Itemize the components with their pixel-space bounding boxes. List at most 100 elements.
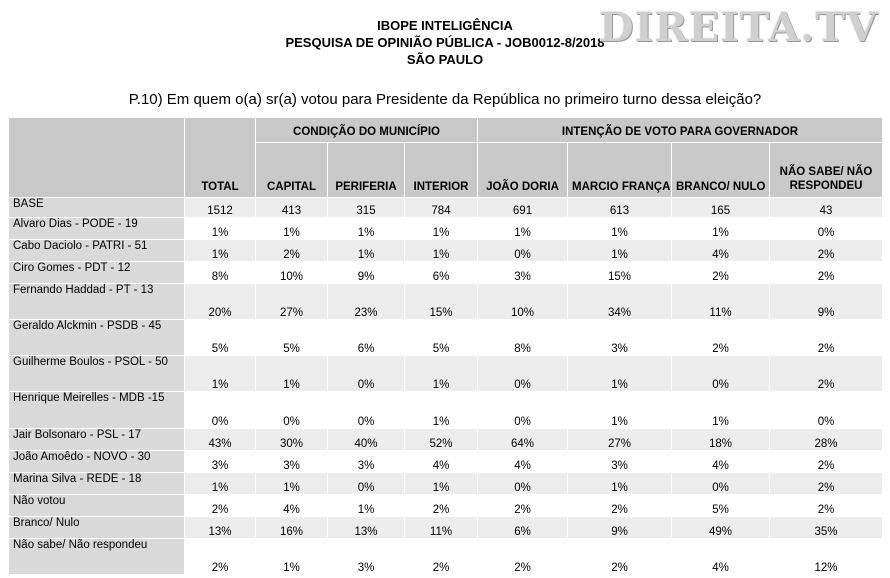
table-cell: 1%	[255, 217, 328, 240]
table-cell: 1%	[404, 391, 478, 429]
col-header-nao-sabe: NÃO SABE/ NÃO RESPONDEU	[768, 142, 884, 198]
table-cell: 43	[768, 197, 884, 218]
table-cell: 2%	[768, 355, 884, 392]
table-cell: 0%	[768, 217, 884, 240]
table-cell: 10%	[477, 283, 568, 320]
table-cell: 1%	[404, 472, 478, 495]
row-label: Jair Bolsonaro - PSL - 17	[8, 428, 185, 451]
table-cell: 0%	[477, 391, 568, 429]
table-cell: 1%	[184, 217, 256, 240]
corner-cell	[8, 117, 185, 198]
table-cell: 2%	[477, 538, 568, 575]
table-cell: 0%	[671, 355, 770, 392]
table-row: BASE 1512 413 315 784 691 613 165 43	[8, 197, 884, 218]
table-cell: 1%	[327, 217, 405, 240]
table-row: Ciro Gomes - PDT - 12 8% 10% 9% 6% 3% 15% 2% 2%	[8, 261, 884, 284]
header-org: IBOPE INTELIGÊNCIA	[377, 18, 513, 33]
table-cell: 2%	[184, 538, 256, 575]
table-cell: 1%	[327, 239, 405, 262]
table-cell: 2%	[255, 239, 328, 262]
table-cell: 0%	[671, 472, 770, 495]
table-row: Branco/ Nulo 13% 16% 13% 11% 6% 9% 49% 35%	[8, 516, 884, 539]
table-cell: 315	[327, 197, 405, 218]
col-header-branco-nulo: BRANCO/ NULO	[671, 142, 770, 198]
table-row: Henrique Meirelles - MDB -15 0% 0% 0% 1% 0% 1%…	[8, 391, 884, 429]
table-cell: 18%	[671, 428, 770, 451]
table-cell: 2%	[768, 239, 884, 262]
table-cell: 0%	[255, 391, 328, 429]
question-text: P.10) Em quem o(a) sr(a) votou para Pres…	[128, 91, 762, 108]
table-cell: 49%	[671, 516, 770, 539]
table-cell: 4%	[255, 494, 328, 517]
col-header-total: TOTAL	[184, 117, 256, 198]
table-cell: 2%	[404, 494, 478, 517]
table-cell: 2%	[768, 261, 884, 284]
table-row: Não votou 2% 4% 1% 2% 2% 2% 5% 2%	[8, 494, 884, 517]
row-label: Guilherme Boulos - PSOL - 50	[8, 355, 185, 392]
group-header-governador: INTENÇÃO DE VOTO PARA GOVERNADOR	[476, 117, 884, 143]
table-cell: 1%	[404, 239, 478, 262]
table-cell: 0%	[768, 391, 884, 429]
table-cell: 1%	[567, 239, 672, 262]
table-cell: 165	[671, 197, 770, 218]
table-cell: 1%	[567, 472, 672, 495]
row-label: João Amoêdo - NOVO - 30	[8, 450, 185, 473]
table-cell: 9%	[327, 261, 405, 284]
table-cell: 2%	[477, 494, 568, 517]
table-cell: 1%	[255, 538, 328, 575]
table-cell: 0%	[327, 472, 405, 495]
col-header-capital: CAPITAL	[255, 142, 328, 198]
table-cell: 2%	[768, 472, 884, 495]
row-label: Cabo Daciolo - PATRI - 51	[8, 239, 185, 262]
row-label: Branco/ Nulo	[8, 516, 185, 539]
table-cell: 2%	[567, 494, 672, 517]
table-cell: 1%	[255, 355, 328, 392]
table-cell: 12%	[768, 538, 884, 575]
table-cell: 52%	[404, 428, 478, 451]
table-cell: 11%	[404, 516, 478, 539]
table-row: Jair Bolsonaro - PSL - 17 43% 30% 40% 52% 64%…	[8, 428, 884, 451]
row-label: Não sabe/ Não respondeu	[8, 538, 185, 575]
table-cell: 0%	[477, 355, 568, 392]
table-cell: 27%	[567, 428, 672, 451]
table-cell: 15%	[404, 283, 478, 320]
table-cell: 1%	[477, 217, 568, 240]
table-cell: 6%	[327, 319, 405, 356]
table-cell: 5%	[404, 319, 478, 356]
column-header-row: CAPITAL PERIFERIA INTERIOR JOÃO DORIA MA…	[9, 142, 884, 198]
table-cell: 5%	[671, 494, 770, 517]
table-cell: 1512	[184, 197, 256, 218]
table-cell: 3%	[184, 450, 256, 473]
row-label: Henrique Meirelles - MDB -15	[8, 391, 185, 429]
report-header: IBOPE INTELIGÊNCIA PESQUISA DE OPINIÃO P…	[0, 17, 890, 68]
table-cell: 3%	[567, 319, 672, 356]
table-cell: 4%	[477, 450, 568, 473]
col-header-periferia: PERIFERIA	[327, 142, 405, 198]
table-cell: 2%	[768, 494, 884, 517]
table-cell: 1%	[184, 472, 256, 495]
table-cell: 2%	[567, 538, 672, 575]
table-row: Não sabe/ Não respondeu 2% 1% 3% 2% 2% 2% 4% 12%	[8, 538, 884, 575]
table-cell: 2%	[184, 494, 256, 517]
table-cell: 1%	[327, 494, 405, 517]
results-table-body: BASE 1512 413 315 784 691 613 165 43 Alvaro Dias …	[8, 197, 884, 575]
table-cell: 413	[255, 197, 328, 218]
table-cell: 1%	[567, 355, 672, 392]
table-cell: 20%	[184, 283, 256, 320]
table-cell: 16%	[255, 516, 328, 539]
table-cell: 3%	[477, 261, 568, 284]
header-location: SÃO PAULO	[406, 52, 484, 67]
row-label: BASE	[8, 197, 185, 218]
row-label: Não votou	[8, 494, 185, 517]
table-cell: 2%	[768, 450, 884, 473]
table-cell: 0%	[477, 472, 568, 495]
table-cell: 613	[567, 197, 672, 218]
table-cell: 691	[477, 197, 568, 218]
table-cell: 6%	[477, 516, 568, 539]
table-cell: 9%	[768, 283, 884, 320]
table-cell: 1%	[567, 391, 672, 429]
table-cell: 1%	[184, 355, 256, 392]
table-cell: 9%	[567, 516, 672, 539]
group-header-row: TOTAL CONDIÇÃO DO MUNICÍPIO INTENÇÃO DE …	[8, 117, 884, 198]
